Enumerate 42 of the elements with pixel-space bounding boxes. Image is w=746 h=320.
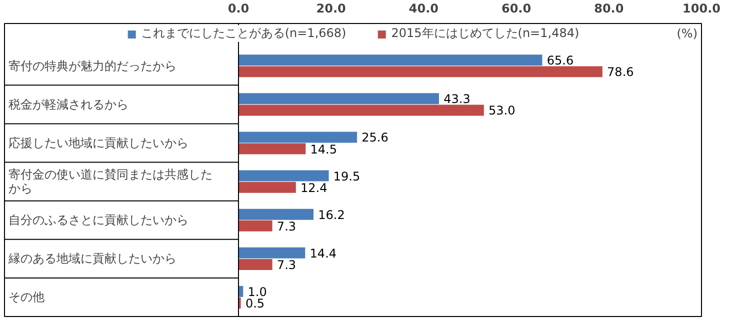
bar xyxy=(238,170,329,182)
x-tick-label: 0.0 xyxy=(228,2,250,16)
y-tick-label: 自分のふるさとに貢献したいから xyxy=(8,213,188,228)
bar xyxy=(238,54,542,66)
data-label: 14.5 xyxy=(310,142,337,156)
data-label: 7.3 xyxy=(276,258,296,272)
x-tick-label: 60.0 xyxy=(501,2,532,16)
bar xyxy=(238,247,306,258)
bar xyxy=(238,208,314,220)
data-label: 78.6 xyxy=(607,65,634,80)
data-label: 7.3 xyxy=(276,219,296,234)
y-tick-label: 税金が軽減されるから xyxy=(8,97,128,112)
bar xyxy=(238,143,306,154)
data-label: 25.6 xyxy=(362,130,388,145)
y-tick-label: 寄付金の使い道に賛同または共感したから xyxy=(8,168,212,196)
bar xyxy=(238,220,272,232)
y-tick-label: 応援したい地域に貢献したいから xyxy=(8,136,188,150)
bar xyxy=(238,104,484,116)
data-label: 12.4 xyxy=(300,180,328,195)
data-label: 65.6 xyxy=(546,54,574,68)
bar xyxy=(238,182,296,193)
y-tick-label: 寄付の特典が魅力的だったから xyxy=(8,58,176,73)
y-tick-label: 縁のある地域に貢献したいから xyxy=(8,252,176,266)
data-label: 43.3 xyxy=(444,92,470,106)
data-label: 16.2 xyxy=(318,208,345,222)
x-tick-label: 100.0 xyxy=(682,2,720,16)
bar xyxy=(238,132,358,143)
data-label: 1.0 xyxy=(248,284,267,299)
legend-label: 2015年にはじめてした(n=1,484) xyxy=(391,25,580,42)
data-label: 53.0 xyxy=(488,104,516,118)
bar xyxy=(238,66,602,78)
y-tick-label: その他 xyxy=(8,290,44,304)
legend-label: これまでにしたことがある(n=1,668) xyxy=(140,25,346,42)
data-label: 0.5 xyxy=(245,296,265,311)
data-label: 14.4 xyxy=(310,246,337,260)
x-tick-label: 20.0 xyxy=(316,2,346,16)
data-label: 19.5 xyxy=(333,169,360,184)
bar xyxy=(238,258,272,270)
x-tick-label: 80.0 xyxy=(594,2,624,16)
bar xyxy=(238,93,439,104)
annotation: (%) xyxy=(676,26,698,41)
x-tick-label: 40.0 xyxy=(408,2,439,16)
